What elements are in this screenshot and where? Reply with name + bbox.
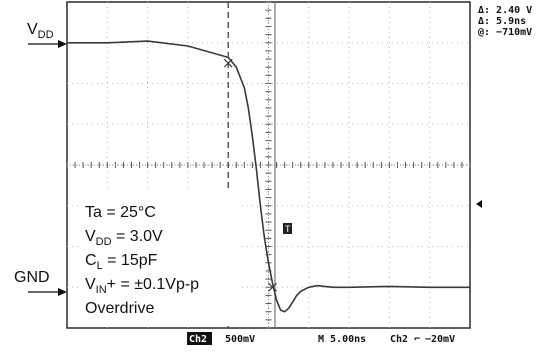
trigger-level: −20mV [425,334,455,345]
vdd-rail-label: VDD [27,21,54,41]
gnd-rail-label: GND [14,269,50,286]
vin-condition: VIN+ = ±0.1Vp-p [85,276,199,296]
cl-condition: CL = 15pF [85,252,158,272]
waveform-trace [67,40,470,313]
vdd-arrow-head [58,40,67,48]
readout-delta-time: Δ: 5.9ns [478,16,526,27]
gnd-arrow-head [58,288,67,296]
vdd-condition: VDD = 3.0V [85,228,163,248]
overdrive-condition: Overdrive [85,300,154,317]
time-per-div: M 5.00ns [318,334,366,345]
cursor-markers [223,58,277,292]
ta-condition: Ta = 25°C [85,204,156,221]
channel-badge: Ch2 [189,334,207,345]
trigger-marker-box [283,223,292,234]
cursor-marker [223,58,233,68]
volts-per-div: 500mV [225,334,255,345]
conditions-box [79,192,239,326]
trigger-level-arrow [476,200,482,208]
trigger-source: Ch2 ⌐ [390,334,420,345]
readout-delta-voltage: Δ: 2.40 V [478,5,532,16]
trigger-marker-label: T [285,225,291,235]
cursor-marker [268,282,277,292]
readout-cursor-level: @: −710mV [478,27,532,38]
channel-badge-bg [187,332,212,345]
